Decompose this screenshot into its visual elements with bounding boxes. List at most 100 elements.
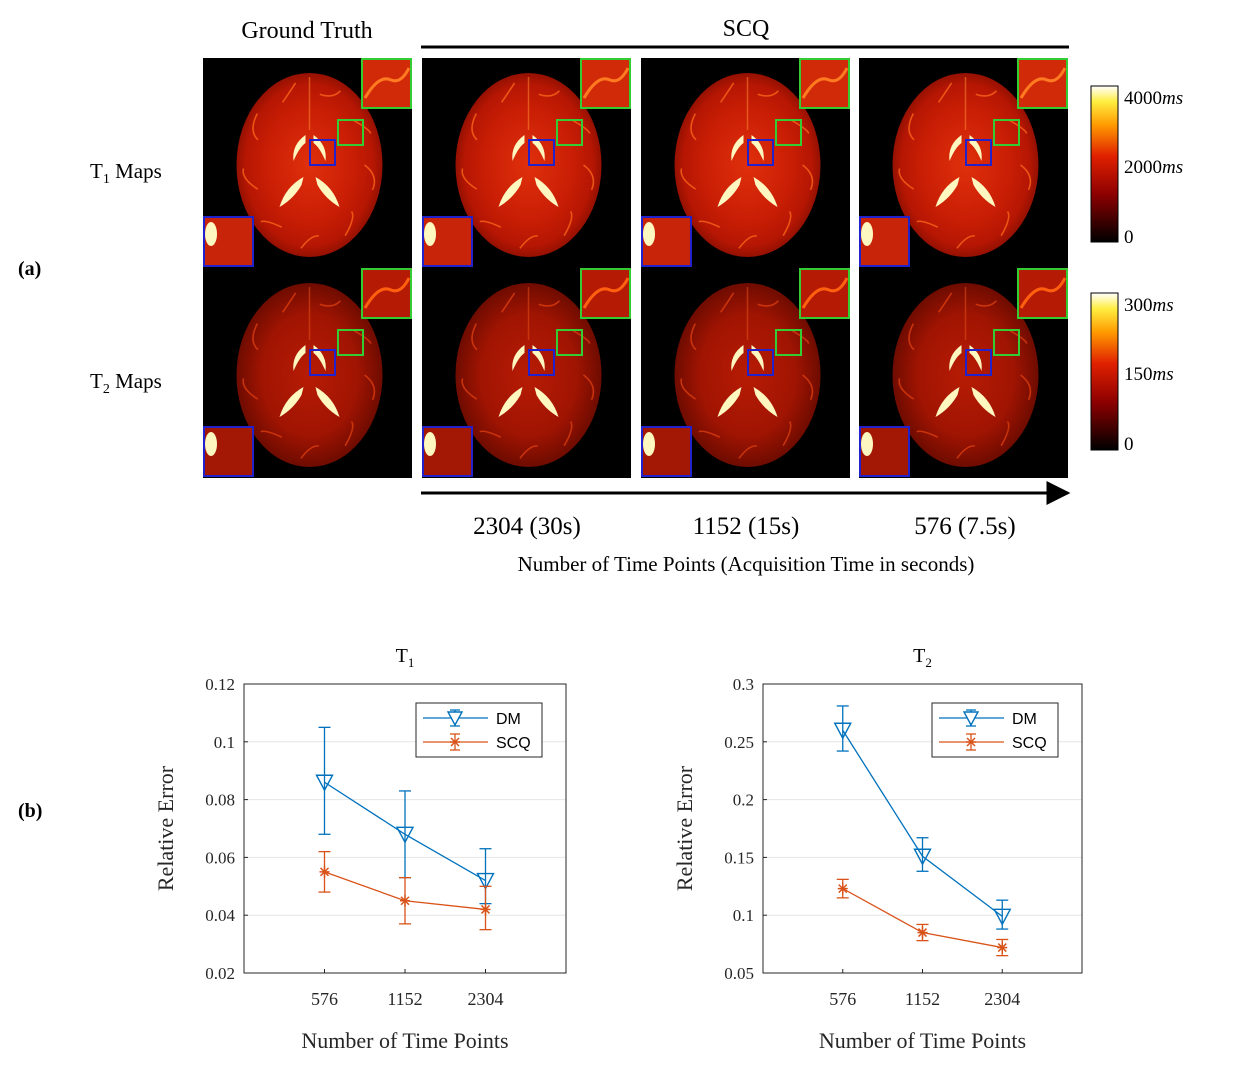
brain-texture: [242, 287, 376, 459]
roi-blue-box: [747, 139, 774, 166]
roi-green-box: [337, 119, 364, 146]
y-tick-label: 0.05: [724, 964, 754, 983]
colorbar-t1-bottom: 0: [1124, 227, 1134, 248]
colorbar-t1: 4000ms 2000ms 0: [1090, 85, 1183, 248]
brain-texture: [898, 77, 1032, 249]
series-line: [842, 729, 1003, 917]
panel-a: (a) Ground Truth SCQ T1 Maps T2 Maps 400…: [18, 16, 1183, 576]
x-tick-label: 1152: [387, 989, 422, 1009]
data-point: [315, 774, 334, 792]
ventricles: [935, 345, 996, 417]
map-tile-r1-c2: [641, 268, 850, 478]
inset-blue: [641, 426, 692, 477]
colorbar-t2-top: 300ms: [1124, 295, 1174, 316]
series-scq: [318, 850, 492, 931]
colorbar-t2-gradient: [1090, 292, 1119, 451]
panel-b: (b) 0.02 0.04 0.06 0.08 0.1 0.12 576 1152 2304 T1…: [18, 645, 1083, 1053]
y-tick-label: 0.2: [733, 791, 754, 810]
inset-blue: [859, 426, 910, 477]
y-tick-label: 0.25: [724, 733, 754, 752]
data-point: [833, 722, 852, 740]
map-tile-r0-c0: [203, 58, 412, 268]
ventricles: [935, 135, 996, 207]
inset-green: [361, 268, 412, 319]
inset-green: [580, 268, 631, 319]
ventricles: [498, 345, 559, 417]
colorbar-t1-top: 4000ms: [1124, 88, 1183, 109]
row-label-t1: T1 Maps: [90, 159, 162, 187]
legend: DM SCQ: [931, 702, 1059, 758]
legend-label: DM: [496, 711, 521, 728]
brain-texture: [680, 77, 814, 249]
brain-texture: [898, 287, 1032, 459]
y-tick-label: 0.15: [724, 848, 754, 867]
x-tick-label: 2304: [984, 989, 1020, 1009]
colorbar-t1-gradient: [1090, 85, 1119, 243]
legend-box: [931, 702, 1059, 758]
legend-label: DM: [1012, 711, 1037, 728]
roi-blue-box: [747, 349, 774, 376]
map-tile-r1-c0: [203, 268, 412, 478]
inset-green: [580, 58, 631, 109]
inset-blue: [203, 216, 254, 267]
panel-a-label: (a): [18, 258, 41, 280]
inset-green: [1017, 268, 1068, 319]
colorbar-t1-mid: 2000ms: [1124, 157, 1183, 178]
roi-green-box: [993, 119, 1020, 146]
roi-green-box: [337, 329, 364, 356]
data-point: [400, 894, 410, 907]
error-bar: [318, 726, 331, 835]
data-point: [480, 903, 491, 916]
brain-texture: [461, 77, 595, 249]
brain-texture: [680, 287, 814, 459]
roi-blue-box: [309, 349, 336, 376]
ventricles: [717, 135, 778, 207]
legend-item-scq: SCQ: [423, 733, 531, 752]
map-tile-r1-c3: [859, 268, 1068, 478]
y-tick-label: 0.3: [733, 675, 754, 694]
data-point: [917, 926, 928, 939]
data-point: [395, 826, 415, 844]
y-tick-label: 0.08: [205, 791, 235, 810]
map-grid: [203, 58, 1068, 478]
plot-area: [762, 683, 1083, 974]
error-bar: [916, 837, 929, 872]
panel-b-label: (b): [18, 800, 42, 822]
data-point: [993, 908, 1012, 926]
inset-blue: [422, 216, 473, 267]
roi-blue-box: [965, 139, 992, 166]
x-tick-label: 576: [311, 989, 338, 1009]
inset-green: [799, 268, 850, 319]
y-tick-label: 0.12: [205, 675, 235, 694]
x-axis-label: Number of Time Points: [819, 1028, 1026, 1053]
brain-texture: [461, 287, 595, 459]
legend-label: SCQ: [1012, 735, 1047, 752]
data-point: [837, 882, 848, 895]
ventricles: [279, 345, 340, 417]
inset-green: [361, 58, 412, 109]
chart-title: T1: [396, 645, 415, 670]
data-point: [476, 872, 495, 891]
inset-green: [1017, 58, 1068, 109]
y-axis-label: Relative Error: [672, 765, 697, 891]
inset-green: [799, 58, 850, 109]
time-point-label-2: 576 (7.5s): [914, 513, 1015, 540]
roi-green-box: [775, 329, 802, 356]
ventricles: [279, 135, 340, 207]
legend-item-dm: DM: [423, 709, 521, 728]
colorbar-t2-mid: 150ms: [1124, 364, 1174, 385]
roi-green-box: [993, 329, 1020, 356]
map-tile-r1-c1: [422, 268, 631, 478]
ventricles: [498, 135, 559, 207]
roi-green-box: [775, 119, 802, 146]
y-axis-label: Relative Error: [153, 765, 178, 891]
y-tick-label: 0.1: [214, 733, 235, 752]
inset-blue: [203, 426, 254, 477]
brain-texture: [242, 77, 376, 249]
time-point-label-0: 2304 (30s): [473, 513, 581, 540]
x-tick-label: 576: [829, 989, 856, 1009]
x-tick-label: 2304: [468, 989, 504, 1009]
series-scq: [836, 878, 1009, 957]
roi-blue-box: [528, 349, 555, 376]
